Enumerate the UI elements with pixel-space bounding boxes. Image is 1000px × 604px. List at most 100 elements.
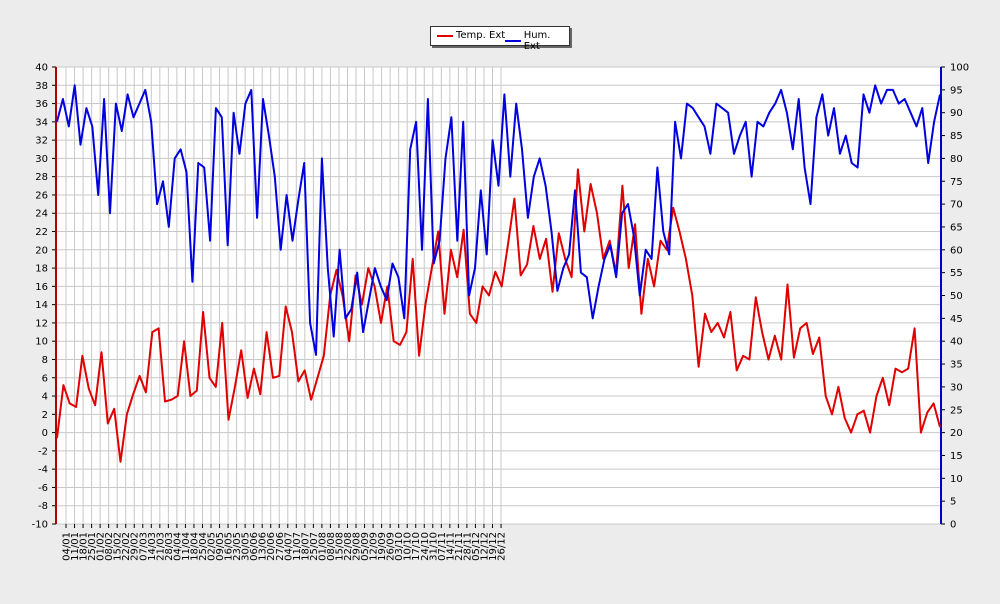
legend: Temp. Ext Hum. Ext — [430, 26, 570, 52]
right-tick-label: 75 — [950, 177, 963, 188]
right-tick-label: 70 — [950, 200, 963, 211]
left-tick-label: 20 — [35, 245, 48, 256]
x-tick-label: 13/06 — [258, 532, 269, 561]
x-tick-label: 29/02 — [130, 532, 141, 561]
left-tick-label: 30 — [35, 154, 48, 165]
left-tick-label: 28 — [35, 172, 48, 183]
x-tick-label: 12/12 — [479, 532, 490, 561]
right-tick-label: 65 — [950, 222, 963, 233]
x-tick-label: 10/10 — [403, 532, 414, 561]
axes: -10-8-6-4-202468101214161820222426283032… — [32, 63, 969, 561]
x-tick-label: 03/10 — [394, 532, 405, 561]
x-tick-label: 15/02 — [113, 532, 124, 561]
right-tick-label: 95 — [950, 85, 963, 96]
x-tick-label: 26/09 — [386, 532, 397, 561]
right-tick-label: 25 — [950, 405, 963, 416]
legend-item-hum: Hum. Ext — [505, 30, 569, 52]
x-tick-label: 31/10 — [428, 532, 439, 561]
right-tick-label: 20 — [950, 428, 963, 439]
left-tick-label: 0 — [42, 428, 48, 439]
right-tick-label: 45 — [950, 314, 963, 325]
left-tick-label: 8 — [42, 355, 48, 366]
x-tick-label: 21/03 — [155, 532, 166, 561]
x-tick-label: 06/06 — [249, 532, 260, 561]
left-tick-label: -6 — [38, 483, 48, 494]
left-tick-label: 40 — [35, 63, 48, 74]
x-tick-label: 30/05 — [241, 532, 252, 561]
x-tick-label: 07/03 — [138, 532, 149, 561]
right-tick-label: 50 — [950, 291, 963, 302]
right-tick-label: 40 — [950, 337, 963, 348]
right-tick-label: 15 — [950, 451, 963, 462]
x-tick-label: 07/11 — [437, 532, 448, 561]
x-tick-label: 19/12 — [488, 532, 499, 561]
x-tick-label: 22/02 — [121, 532, 132, 561]
right-tick-label: 0 — [950, 520, 956, 531]
left-tick-label: 24 — [35, 209, 48, 220]
left-tick-label: 12 — [35, 318, 48, 329]
legend-item-temp: Temp. Ext — [437, 30, 505, 41]
left-tick-label: 10 — [35, 337, 48, 348]
legend-label-temp: Temp. Ext — [456, 30, 506, 41]
right-tick-label: 10 — [950, 474, 963, 485]
x-tick-label: 05/12 — [471, 532, 482, 561]
x-tick-label: 01/02 — [96, 532, 107, 561]
x-tick-label: 25/04 — [198, 532, 209, 561]
x-tick-label: 14/03 — [147, 532, 158, 561]
x-tick-label: 29/08 — [352, 532, 363, 561]
x-tick-label: 20/06 — [266, 532, 277, 561]
left-tick-label: 2 — [42, 410, 48, 421]
x-tick-label: 16/05 — [224, 532, 235, 561]
left-tick-label: 4 — [42, 392, 48, 403]
x-tick-label: 11/04 — [181, 532, 192, 561]
x-tick-label: 25/07 — [309, 532, 320, 561]
x-tick-label: 17/10 — [411, 532, 422, 561]
x-tick-label: 08/02 — [104, 532, 115, 561]
x-tick-label: 01/08 — [317, 532, 328, 561]
right-tick-label: 90 — [950, 108, 963, 119]
left-tick-label: 22 — [35, 227, 48, 238]
temp-ext-series-line — [56, 168, 941, 463]
x-tick-label: 27/06 — [275, 532, 286, 561]
x-tick-label: 09/05 — [215, 532, 226, 561]
right-tick-label: 60 — [950, 245, 963, 256]
x-tick-label: 23/05 — [232, 532, 243, 561]
series-lines — [56, 84, 941, 463]
x-tick-label: 11/07 — [292, 532, 303, 561]
x-tick-label: 26/12 — [497, 532, 508, 561]
right-tick-label: 80 — [950, 154, 963, 165]
x-tick-label: 18/01 — [79, 532, 90, 561]
left-tick-label: 32 — [35, 136, 48, 147]
x-tick-label: 08/08 — [326, 532, 337, 561]
x-tick-label: 21/11 — [454, 532, 465, 561]
x-tick-label: 28/03 — [164, 532, 175, 561]
left-tick-label: 34 — [35, 117, 48, 128]
right-tick-label: 5 — [950, 497, 956, 508]
legend-label-hum: Hum. Ext — [523, 30, 551, 52]
x-tick-label: 28/11 — [462, 532, 473, 561]
left-tick-label: -8 — [38, 501, 48, 512]
x-tick-label: 18/07 — [300, 532, 311, 561]
left-tick-label: 36 — [35, 99, 48, 110]
x-tick-label: 18/04 — [189, 532, 200, 561]
left-tick-label: 18 — [35, 264, 48, 275]
left-tick-label: 6 — [42, 373, 48, 384]
x-tick-label: 19/09 — [377, 532, 388, 561]
right-tick-label: 30 — [950, 382, 963, 393]
x-tick-label: 14/11 — [445, 532, 456, 561]
x-tick-label: 05/09 — [360, 532, 371, 561]
x-tick-label: 12/09 — [369, 532, 380, 561]
left-tick-label: -4 — [38, 465, 48, 476]
x-tick-label: 04/01 — [62, 532, 73, 561]
right-tick-label: 55 — [950, 268, 963, 279]
legend-swatch-hum — [505, 40, 521, 42]
right-tick-label: 85 — [950, 131, 963, 142]
x-tick-label: 04/04 — [172, 532, 183, 561]
right-tick-label: 100 — [950, 63, 969, 74]
left-tick-label: 16 — [35, 282, 48, 293]
x-tick-label: 04/07 — [283, 532, 294, 561]
right-tick-label: 35 — [950, 360, 963, 371]
x-tick-label: 15/08 — [334, 532, 345, 561]
